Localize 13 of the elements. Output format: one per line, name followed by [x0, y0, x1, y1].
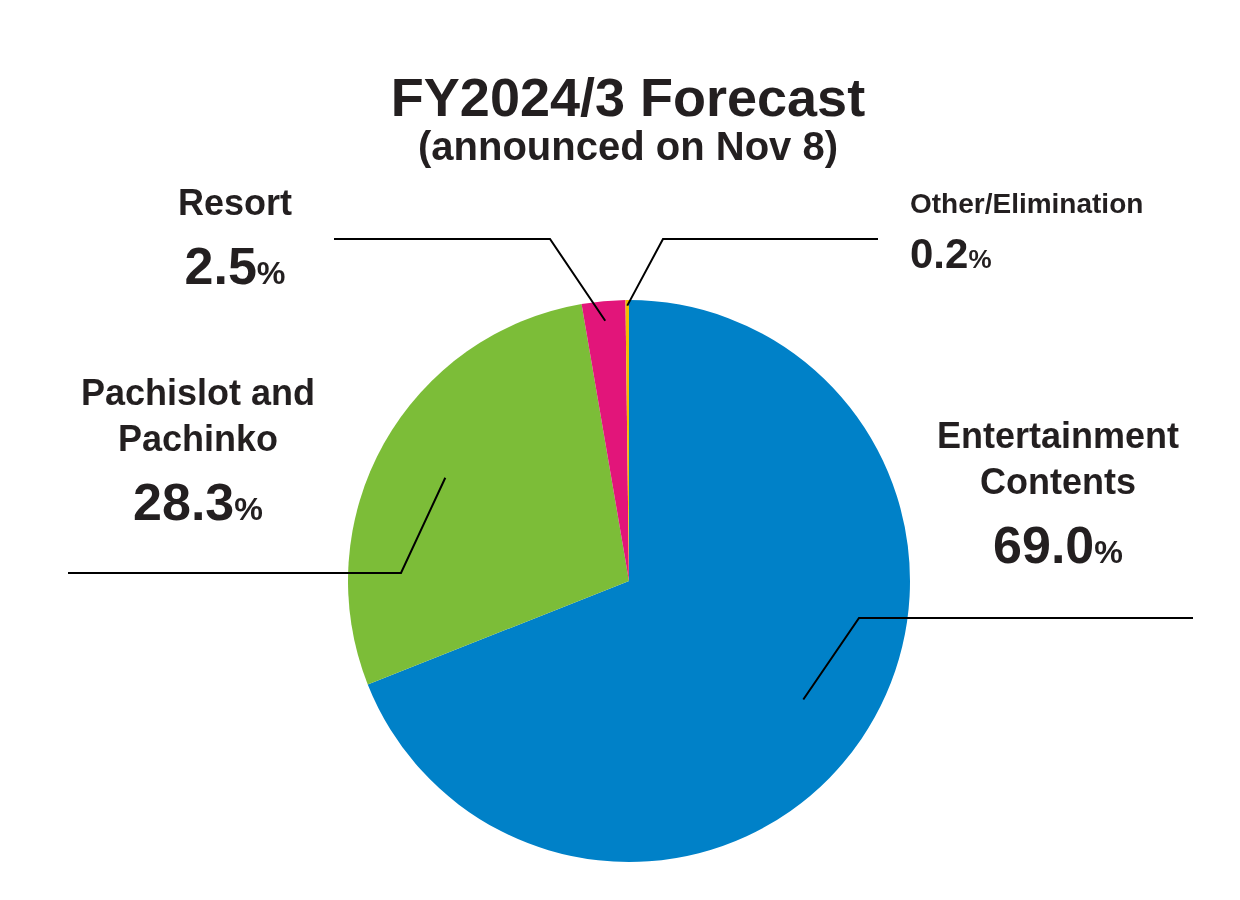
chart-title: FY2024/3 Forecast [390, 67, 866, 127]
data-label: 69.0% [993, 515, 1123, 574]
chart-subtitle: (announced on Nov 8) [418, 124, 838, 168]
data-label: 0.2% [910, 230, 992, 278]
slice-label: Resort [177, 182, 293, 223]
slice-label: Pachislot and Pachinko [80, 372, 316, 460]
slice-label: Other/Elimination [910, 188, 1144, 219]
pie-slice [348, 304, 629, 685]
pie-slice [367, 300, 910, 862]
data-label: 2.5% [184, 236, 286, 295]
slice-label: Entertainment Contents [936, 415, 1180, 503]
pie-slice [581, 300, 629, 581]
data-label: 28.3% [133, 472, 263, 531]
